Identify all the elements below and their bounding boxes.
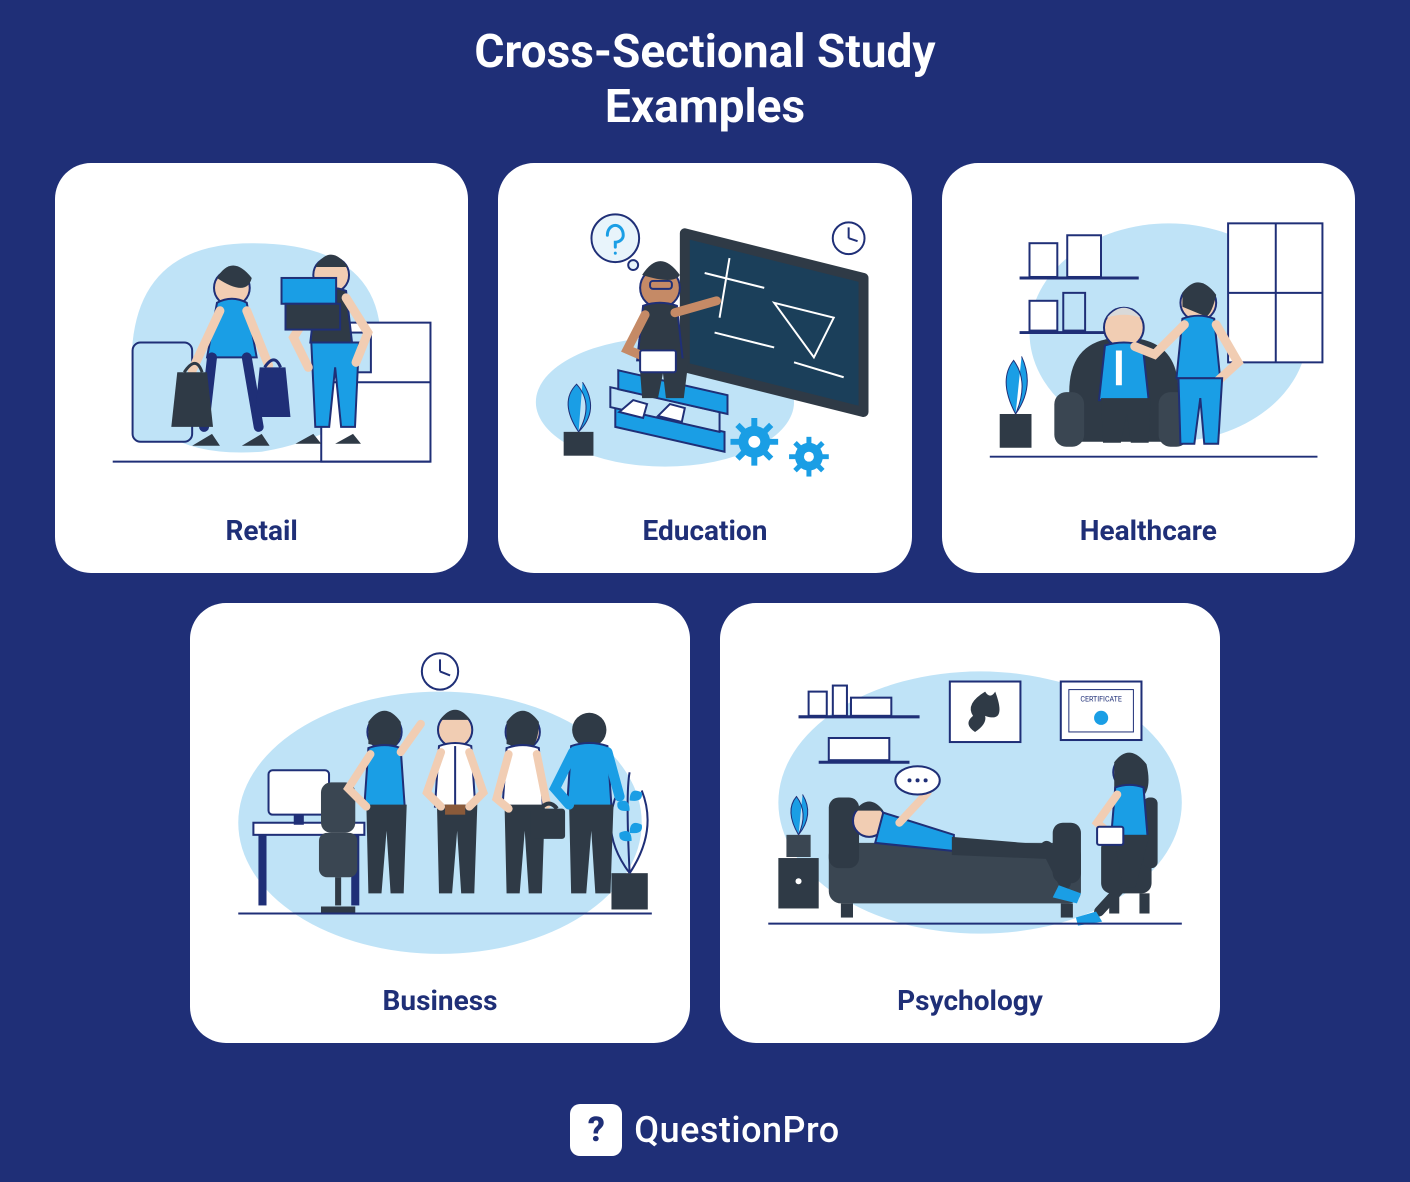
card-psychology-label: Psychology bbox=[897, 984, 1043, 1017]
chalkboard-icon bbox=[516, 181, 893, 504]
logo-mark-glyph: ? bbox=[588, 1110, 605, 1150]
card-psychology: CERTIFICATE bbox=[720, 603, 1220, 1043]
nurse-patient-icon bbox=[960, 181, 1337, 504]
card-business: Business bbox=[190, 603, 690, 1043]
row-2: Business bbox=[55, 603, 1355, 1043]
title-line-2: Examples bbox=[605, 80, 805, 134]
page-title: Cross-Sectional Study Examples bbox=[55, 25, 1355, 135]
brand-footer: ? QuestionPro bbox=[0, 1104, 1410, 1156]
card-healthcare-label: Healthcare bbox=[1080, 514, 1217, 547]
title-line-1: Cross-Sectional Study bbox=[474, 25, 935, 79]
card-business-label: Business bbox=[383, 984, 498, 1017]
infographic-canvas: Cross-Sectional Study Examples bbox=[0, 0, 1410, 1182]
card-retail-label: Retail bbox=[225, 514, 297, 547]
svg-text:CERTIFICATE: CERTIFICATE bbox=[1080, 695, 1122, 704]
shopping-icon bbox=[73, 181, 450, 504]
card-retail: Retail bbox=[55, 163, 468, 573]
card-healthcare: Healthcare bbox=[942, 163, 1355, 573]
brand-name: QuestionPro bbox=[634, 1109, 839, 1151]
therapy-icon: CERTIFICATE bbox=[738, 621, 1202, 974]
questionpro-logo-icon: ? bbox=[570, 1104, 622, 1156]
team-meeting-icon bbox=[208, 621, 672, 974]
card-education-label: Education bbox=[643, 514, 768, 547]
card-education: Education bbox=[498, 163, 911, 573]
row-1: Retail bbox=[55, 163, 1355, 573]
